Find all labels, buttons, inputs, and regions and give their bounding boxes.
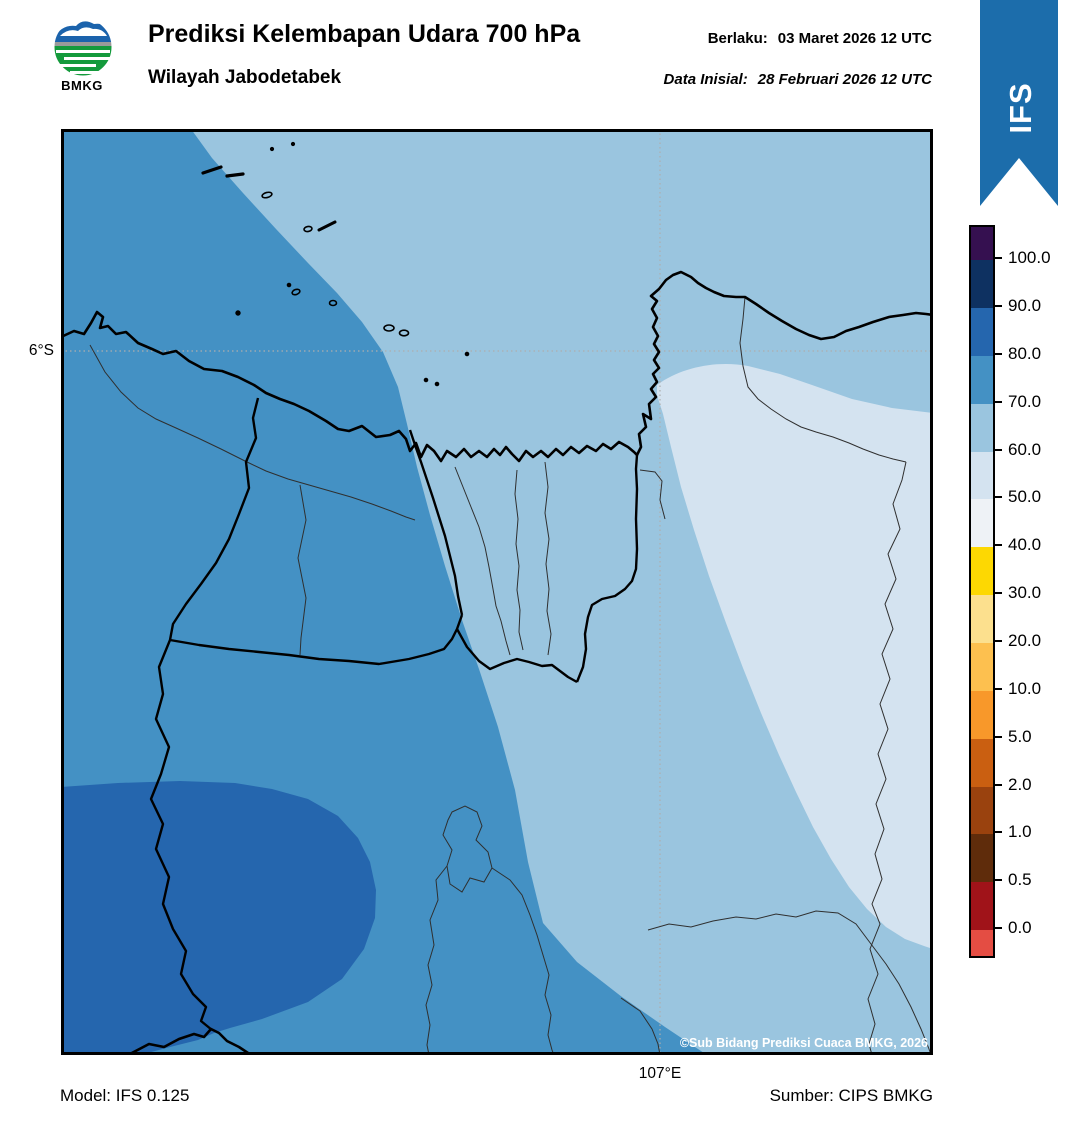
islands xyxy=(201,141,470,387)
colorbar-tick xyxy=(993,401,1002,403)
colorbar-tick-label: 1.0 xyxy=(1008,822,1032,841)
province-boundaries xyxy=(149,397,639,1031)
colorbar-tick-label: 5.0 xyxy=(1008,727,1032,746)
colorbar-segment xyxy=(971,595,993,643)
colorbar-tick-label: 2.0 xyxy=(1008,775,1032,794)
colorbar-segment xyxy=(971,547,993,595)
valid-time-value: 03 Maret 2026 12 UTC xyxy=(777,30,932,47)
colorbar-tick xyxy=(993,353,1002,355)
initial-time-value: 28 Februari 2026 12 UTC xyxy=(757,71,932,88)
ribbon-banner-shape xyxy=(980,0,1058,206)
colorbar-tick xyxy=(993,736,1002,738)
colorbar-segment xyxy=(971,404,993,452)
bmkg-logo xyxy=(53,17,113,77)
model-footer-label: Model: IFS 0.125 xyxy=(60,1086,190,1105)
colorbar-tick xyxy=(993,688,1002,690)
colorbar-tick-label: 0.0 xyxy=(1008,918,1032,937)
coastline xyxy=(61,270,933,1055)
colorbar-segment xyxy=(971,452,993,499)
colorbar-tick-label: 10.0 xyxy=(1008,679,1042,698)
page-title: Prediksi Kelembapan Udara 700 hPa xyxy=(148,20,581,48)
colorbar-segment xyxy=(971,499,993,547)
colorbar-tick xyxy=(993,879,1002,881)
colorbar-segment xyxy=(971,739,993,787)
initial-time-line: Data Inisial: 28 Februari 2026 12 UTC xyxy=(664,71,932,88)
colorbar-segment xyxy=(971,882,993,930)
colorbar-tick-label: 80.0 xyxy=(1008,344,1042,363)
colorbar-tick-label: 100.0 xyxy=(1008,248,1051,267)
colorbar-segment xyxy=(971,691,993,739)
colorbar-tick-label: 40.0 xyxy=(1008,535,1042,554)
ribbon-label: IFS xyxy=(1003,82,1038,133)
colorbar-tick xyxy=(993,831,1002,833)
bmkg-logo-label: BMKG xyxy=(61,78,103,93)
colorbar-segment xyxy=(971,260,993,308)
district-boundaries xyxy=(89,296,932,1055)
colorbar-segment xyxy=(971,834,993,882)
valid-time-line: Berlaku: 03 Maret 2026 12 UTC xyxy=(708,30,932,47)
longitude-axis-label: 107°E xyxy=(638,1065,682,1082)
colorbar-tick-label: 60.0 xyxy=(1008,440,1042,459)
latitude-axis-label: 6°S xyxy=(28,342,54,359)
colorbar-segment xyxy=(971,308,993,356)
initial-time-label: Data Inisial: xyxy=(663,71,748,88)
colorbar-segment xyxy=(971,643,993,691)
valid-time-label: Berlaku: xyxy=(707,30,768,47)
colorbar-tick xyxy=(993,927,1002,929)
colorbar-tick-label: 50.0 xyxy=(1008,487,1042,506)
source-footer-label: Sumber: CIPS BMKG xyxy=(769,1086,933,1105)
colorbar-tick xyxy=(993,496,1002,498)
colorbar-segment xyxy=(971,930,993,956)
colorbar-tick-label: 70.0 xyxy=(1008,392,1042,411)
colorbar-tick xyxy=(993,257,1002,259)
colorbar-segment xyxy=(971,227,993,260)
model-ribbon: IFS xyxy=(980,0,1058,206)
colorbar xyxy=(969,225,995,958)
colorbar-tick xyxy=(993,592,1002,594)
colorbar-tick xyxy=(993,784,1002,786)
colorbar-tick xyxy=(993,305,1002,307)
colorbar-segment xyxy=(971,787,993,834)
map-frame xyxy=(61,129,933,1055)
band-50-60 xyxy=(657,364,933,949)
band-60-70 xyxy=(191,129,933,1055)
colorbar-tick-label: 20.0 xyxy=(1008,631,1042,650)
colorbar-tick-label: 30.0 xyxy=(1008,583,1042,602)
colorbar-tick xyxy=(993,640,1002,642)
copyright-text: ©Sub Bidang Prediksi Cuaca BMKG, 2026 xyxy=(680,1036,928,1050)
page-subtitle: Wilayah Jabodetabek xyxy=(148,67,342,88)
colorbar-segment xyxy=(971,356,993,404)
forecast-map: ©Sub Bidang Prediksi Cuaca BMKG, 2026 xyxy=(61,129,933,1055)
colorbar-tick-label: 90.0 xyxy=(1008,296,1042,315)
band-80-90 xyxy=(61,781,376,1055)
colorbar-tick xyxy=(993,449,1002,451)
colorbar-tick-label: 0.5 xyxy=(1008,870,1032,889)
colorbar-tick xyxy=(993,544,1002,546)
